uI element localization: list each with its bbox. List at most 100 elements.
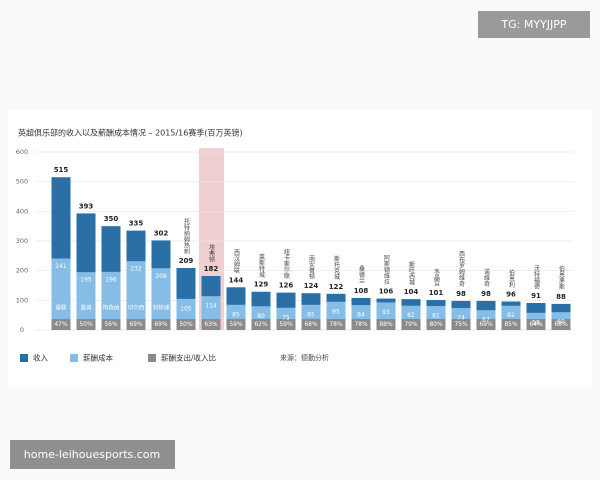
ratio-box (251, 319, 271, 330)
club-label: 西汉姆联 (233, 249, 240, 274)
ratio-label: 68% (304, 321, 318, 328)
legend-label: 收入 (33, 353, 48, 363)
revenue-label: 124 (304, 282, 319, 290)
ratio-box (326, 319, 346, 330)
ratio-box (551, 319, 571, 330)
wage-label: 81 (432, 312, 440, 319)
ratio-box (426, 319, 446, 330)
revenue-label: 98 (456, 290, 466, 298)
wage-label: 241 (55, 263, 67, 270)
ratio-box (401, 319, 421, 330)
y-tick-label: 0 (20, 326, 24, 334)
wage-label: 74 (457, 315, 465, 322)
ratio-label: 59% (279, 321, 293, 328)
revenue-label: 122 (329, 283, 344, 291)
wage-label: 58 (532, 319, 540, 326)
legend-label: 薪酬成本 (83, 353, 113, 363)
y-tick-label: 300 (16, 237, 28, 245)
y-tick-label: 100 (16, 296, 28, 304)
ratio-box (301, 319, 321, 330)
ratio-label: 69% (129, 321, 143, 328)
wage-label: 85 (232, 311, 240, 318)
wage-label: 85 (307, 311, 315, 318)
revenue-label: 91 (531, 292, 541, 300)
club-label: 利物浦 (153, 304, 170, 312)
ratio-box (501, 319, 521, 330)
legend-swatch (148, 354, 156, 362)
revenue-label: 209 (179, 257, 194, 265)
ratio-box (526, 319, 546, 330)
revenue-label: 108 (354, 287, 369, 295)
ratio-box (151, 319, 171, 330)
ratio-label: 50% (79, 321, 93, 328)
wage-label: 232 (130, 266, 142, 273)
revenue-label: 101 (429, 289, 444, 297)
wage-label: 114 (205, 303, 217, 310)
club-label: 埃弗顿 (208, 243, 215, 263)
revenue-label: 129 (254, 281, 269, 289)
chart-panel (8, 110, 592, 385)
y-tick-label: 600 (16, 148, 28, 156)
ratio-label: 79% (404, 321, 418, 328)
wage-label: 60 (557, 319, 565, 326)
source: 来源：德勤分析 (280, 353, 329, 362)
club-label: 斯旺西城 (408, 260, 415, 286)
wage-label: 208 (155, 273, 167, 280)
ratio-box (226, 319, 246, 330)
club-label: 诺维奇 (483, 268, 490, 288)
ratio-label: 88% (379, 321, 393, 328)
wage-bar (151, 268, 171, 330)
revenue-label: 144 (229, 276, 244, 284)
ratio-label: 78% (329, 321, 343, 328)
club-label: 水晶宫 (433, 267, 440, 287)
y-tick-label: 500 (16, 178, 28, 186)
ratio-box (351, 319, 371, 330)
watermark: TG: MYYJJPP (500, 18, 566, 31)
club-label: 南安普顿 (308, 254, 315, 280)
revenue-label: 104 (404, 288, 419, 296)
watermark-box (478, 11, 590, 38)
club-label: 切尔西 (128, 304, 145, 312)
ratio-box (76, 319, 96, 330)
y-tick-label: 200 (16, 267, 28, 275)
revenue-label: 106 (379, 288, 394, 296)
ratio-label: 78% (354, 321, 368, 328)
watermark-box (10, 440, 175, 469)
club-label: 伯恩利 (508, 269, 515, 288)
club-label: 伯恩茅斯 (558, 265, 565, 291)
revenue-label: 96 (506, 291, 516, 299)
ratio-label: 64% (529, 321, 543, 328)
revenue-label: 126 (279, 282, 294, 290)
wage-bar (101, 271, 121, 330)
ratio-box (51, 319, 71, 330)
club-label: 纽卡斯尔联 (283, 248, 290, 280)
revenue-label: 393 (79, 202, 94, 210)
ratio-box (176, 319, 196, 330)
ratio-box (276, 319, 296, 330)
club-label: 沃特福德 (533, 264, 540, 290)
revenue-label: 88 (556, 293, 566, 301)
ratio-box (476, 319, 496, 330)
club-label: 莱斯特城 (258, 253, 265, 279)
club-label: 桑德兰 (358, 265, 365, 284)
revenue-label: 335 (129, 220, 144, 228)
club-label: 阿斯顿维拉 (383, 254, 390, 286)
ratio-label: 56% (104, 321, 118, 328)
ratio-label: 69% (479, 321, 493, 328)
wage-label: 93 (382, 309, 390, 316)
ratio-label: 80% (429, 321, 443, 328)
wage-label: 80 (257, 313, 265, 320)
ratio-box (451, 319, 471, 330)
wage-label: 105 (180, 305, 192, 312)
wage-label: 82 (507, 312, 515, 319)
legend-swatch (20, 354, 28, 362)
revenue-label: 98 (481, 290, 491, 298)
wage-label: 75 (282, 314, 290, 321)
watermark: home-leihouesports.com (24, 448, 160, 461)
ratio-label: 63% (204, 321, 218, 328)
ratio-label: 75% (454, 321, 468, 328)
revenue-label: 182 (204, 265, 219, 273)
ratio-box (126, 319, 146, 330)
ratio-box (376, 319, 396, 330)
ratio-label: 85% (504, 321, 518, 328)
